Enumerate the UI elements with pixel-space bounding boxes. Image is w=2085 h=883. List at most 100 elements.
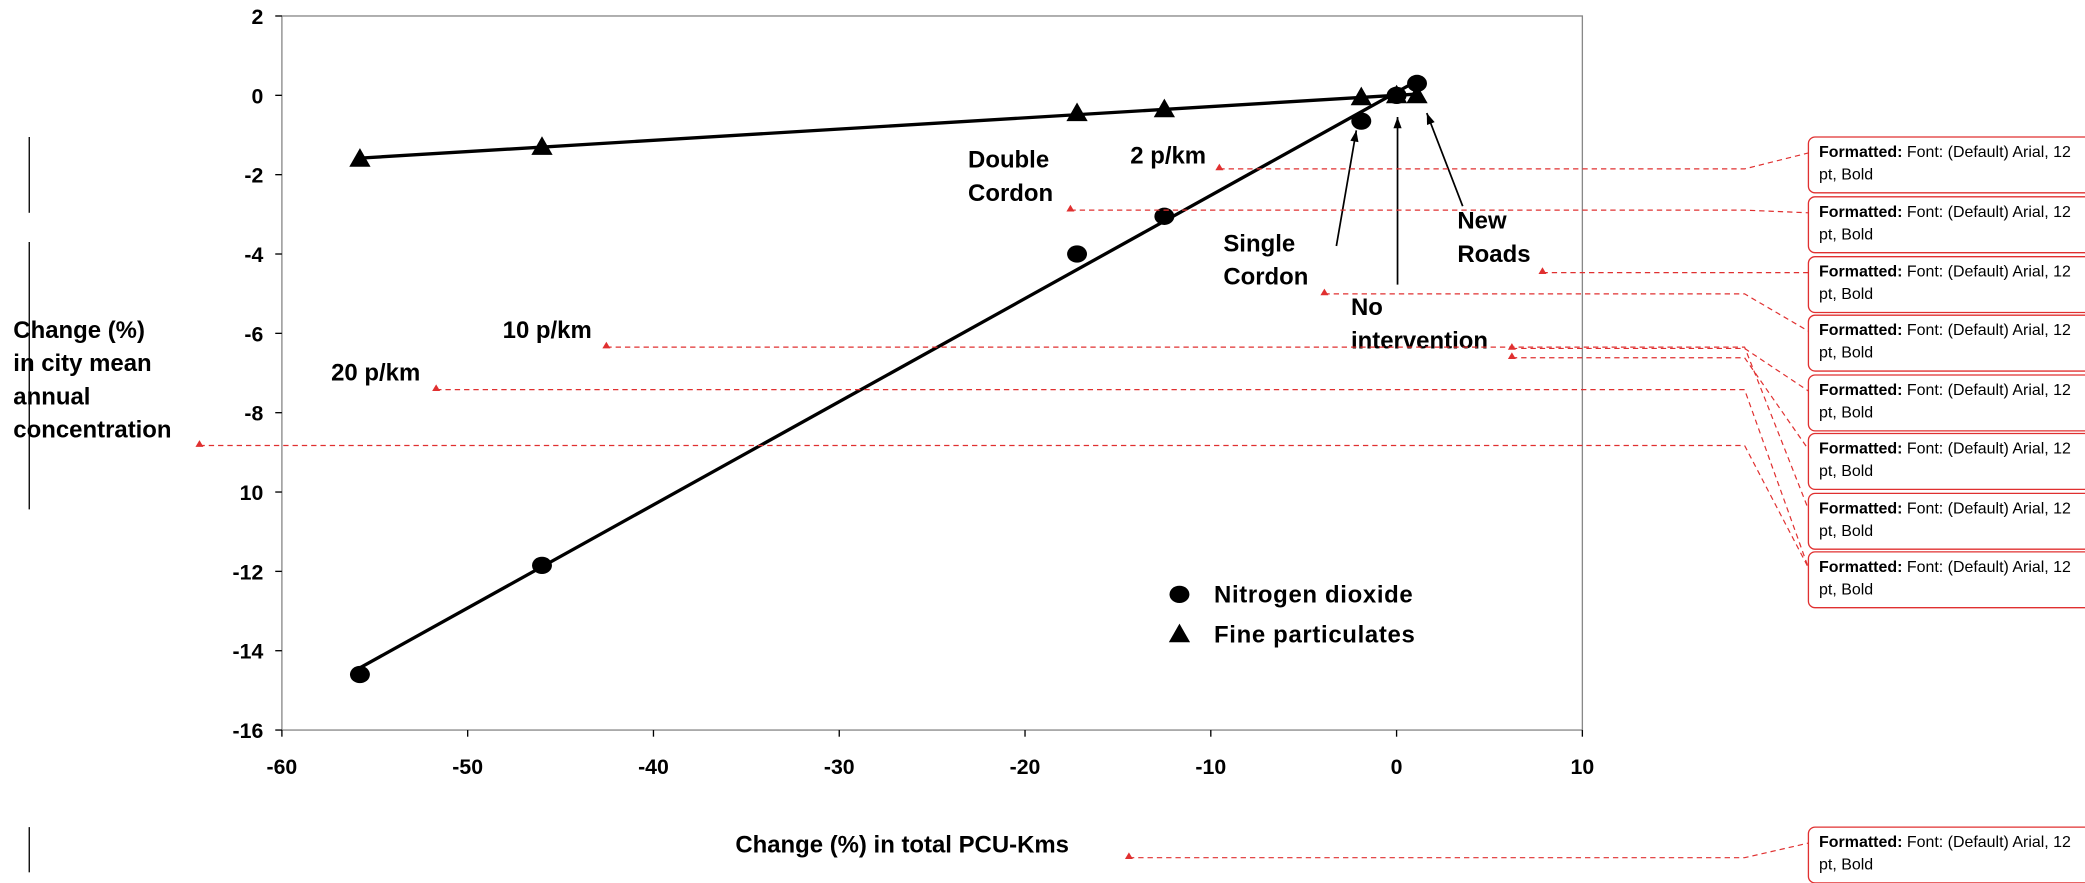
comment-box: Formatted: Font: (Default) Arial, 12 pt,…: [1819, 261, 2071, 304]
anchor-mark: [1124, 852, 1133, 860]
marker-circle: [1154, 207, 1175, 225]
comment-text: Font: (Default) Arial, 12 pt, Bold: [1819, 320, 2071, 362]
anchor-mark: [602, 341, 611, 349]
marker-circle: [532, 556, 552, 575]
annotation: 20 p/km: [331, 359, 421, 386]
comment-box: Formatted: Font: (Default) Arial, 12 pt,…: [1819, 498, 2071, 540]
y-tick-label: -4: [244, 243, 263, 267]
comment-label: Formatted:: [1819, 498, 1903, 518]
x-tick-label: 10: [1571, 755, 1595, 779]
arrow-head: [1350, 130, 1359, 143]
arrow-head: [1426, 113, 1435, 126]
annotation-box: New Roads: [1457, 207, 1531, 268]
marker-circle: [1351, 112, 1372, 130]
comment-connector: [1324, 293, 1809, 332]
comment-label: Formatted:: [1819, 320, 1903, 340]
anchor-mark: [1538, 267, 1547, 274]
annotation: 2 p/km: [1130, 142, 1207, 169]
marker-triangle: [349, 148, 371, 167]
anchor-mark: [1066, 204, 1075, 212]
annotation-box: 10 p/km: [502, 316, 592, 344]
anchor-mark: [195, 440, 204, 447]
comment-balloon: [1807, 492, 2085, 550]
y-tick-label: 2: [251, 5, 263, 29]
marker-circle: [349, 665, 370, 684]
comment-balloon: [1807, 196, 2085, 254]
comment: Formatted: Font: (Default) Arial, 12 pt,…: [1808, 434, 2085, 483]
comment-balloon: [1807, 136, 2085, 194]
x-tick-label: -60: [267, 755, 298, 779]
annotation: New Roads: [1457, 207, 1531, 268]
arrow: [1425, 112, 1464, 207]
comment-text: Font: (Default) Arial, 12 pt, Bold: [1819, 832, 2071, 874]
comment-label: Formatted:: [1819, 557, 1903, 576]
annotation-box: Single Cordon: [1223, 230, 1308, 290]
y-axis-label-box: Change (%) in city mean annual concentra…: [13, 316, 172, 443]
comment-text: Font: (Default) Arial, 12 pt, Bold: [1819, 261, 2071, 304]
comment-balloon: [1807, 551, 2085, 609]
marker-triangle: [1406, 84, 1428, 104]
marker-circle: [1407, 74, 1427, 93]
comment-connector: [606, 346, 1809, 510]
annotation-box: No intervention: [1350, 293, 1488, 354]
comment-connector: [1070, 209, 1809, 214]
comment: Formatted: Font: (Default) Arial, 12 pt,…: [1808, 375, 2085, 424]
y-tick-label: -6: [244, 322, 263, 346]
arrow: [1335, 130, 1358, 247]
comment-box: Formatted: Font: (Default) Arial, 12 pt,…: [1808, 137, 2085, 186]
comment: Formatted: Font: (Default) Arial, 12 pt,…: [1808, 197, 2085, 246]
comment-connector: [1219, 152, 1809, 170]
x-tick-label: -40: [638, 755, 669, 779]
comment: Formatted: Font: (Default) Arial, 12 pt,…: [1808, 315, 2085, 364]
comment-connector: [1511, 357, 1809, 450]
y-axis-label: Change (%) in city mean annual concentra…: [13, 316, 172, 443]
comment-label: Formatted:: [1819, 832, 1903, 852]
annotation-box: 2 p/km: [1130, 142, 1207, 169]
marker-triangle: [1153, 98, 1175, 118]
arrow-head: [1393, 117, 1402, 129]
legend-label: Fine particulates: [1214, 621, 1415, 648]
annotation: No intervention: [1350, 293, 1488, 354]
comment-connector: [1128, 842, 1809, 859]
comment-connector: [199, 444, 1809, 569]
plot-area: [281, 15, 1584, 731]
comment-box: Formatted: Font: (Default) Arial, 12 pt,…: [1808, 434, 2085, 483]
annotation-box: Double Cordon: [968, 146, 1053, 206]
x-tick-label: 0: [1391, 755, 1403, 779]
y-tick-label: -12: [233, 560, 264, 584]
comment-box: Formatted: Font: (Default) Arial, 12 pt,…: [1808, 315, 2085, 364]
x-tick-label: -30: [824, 755, 855, 779]
comment-text: Font: (Default) Arial, 12 pt, Bold: [1819, 438, 2071, 481]
comment-text: Font: (Default) Arial, 12 pt, Bold: [1819, 202, 2071, 244]
marker-circle: [1067, 245, 1088, 263]
anchor-mark: [1320, 288, 1329, 296]
marker-triangle: [1385, 84, 1408, 104]
comment-balloon: [1807, 432, 2085, 491]
comment-label: Formatted:: [1819, 380, 1903, 399]
x-axis-label: Change (%) in total PCU-Kms: [735, 831, 1069, 858]
legend-label: Nitrogen dioxide: [1214, 581, 1413, 608]
y-tick-label: 10: [240, 481, 264, 505]
y-tick-label: -2: [244, 164, 263, 188]
annotation: 10 p/km: [502, 316, 592, 344]
annotation-box: 20 p/km: [331, 359, 421, 386]
marker-circle: [1169, 585, 1190, 604]
comment-label: Formatted:: [1819, 438, 1903, 458]
comment-box: Formatted: Font: (Default) Arial, 12 pt,…: [1819, 557, 2071, 599]
comment-box: Formatted: Font: (Default) Arial, 12 pt,…: [1808, 375, 2085, 424]
comment-box: Formatted: Font: (Default) Arial, 12 pt,…: [1808, 197, 2085, 246]
comment: Formatted: Font: (Default) Arial, 12 pt,…: [1808, 827, 2085, 876]
y-tick-label: 0: [251, 84, 263, 108]
comment-balloon: [1807, 314, 2085, 372]
x-tick-label: -10: [1195, 755, 1226, 779]
marker-triangle: [531, 136, 553, 155]
anchor-mark: [1215, 163, 1224, 171]
comment-text: Font: (Default) Arial, 12 pt, Bold: [1819, 557, 2071, 599]
marker-triangle: [1350, 86, 1372, 106]
comment: Formatted: Font: (Default) Arial, 12 pt,…: [1808, 137, 2085, 186]
anchor-mark: [1507, 343, 1516, 350]
comment-label: Formatted:: [1819, 142, 1903, 161]
marker-triangle: [1168, 623, 1191, 643]
